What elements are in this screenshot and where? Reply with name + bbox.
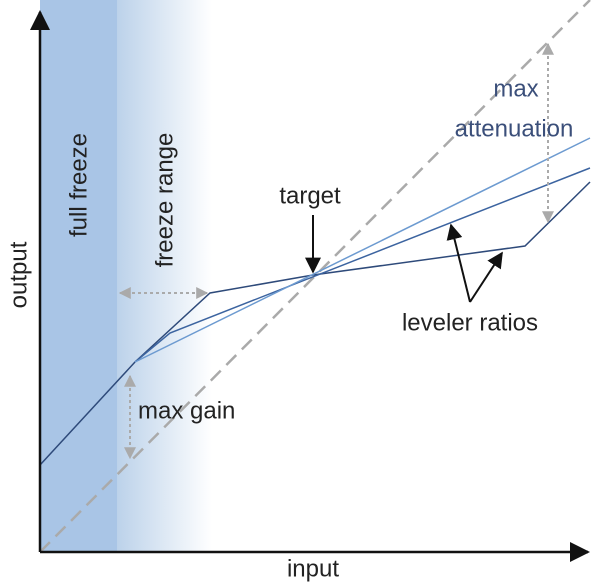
ratio-arrow bbox=[446, 223, 471, 303]
unity-line bbox=[39, 0, 591, 553]
x-axis-label: input bbox=[287, 555, 339, 582]
annotation: max gain bbox=[138, 397, 235, 424]
ratio-arrow bbox=[469, 251, 503, 303]
ratio-line bbox=[134, 167, 591, 363]
annotation: max bbox=[493, 75, 538, 102]
gain-line bbox=[39, 361, 136, 466]
full-freeze-region bbox=[40, 0, 117, 552]
region-label: full freeze bbox=[65, 133, 92, 237]
annotation: target bbox=[279, 182, 341, 209]
freeze-range-region bbox=[117, 0, 212, 552]
ratio-line bbox=[134, 137, 591, 363]
y-axis-label: output bbox=[5, 241, 32, 308]
annotation: attenuation bbox=[455, 115, 574, 142]
region-label: freeze range bbox=[151, 133, 178, 268]
annotation: leveler ratios bbox=[402, 309, 538, 336]
